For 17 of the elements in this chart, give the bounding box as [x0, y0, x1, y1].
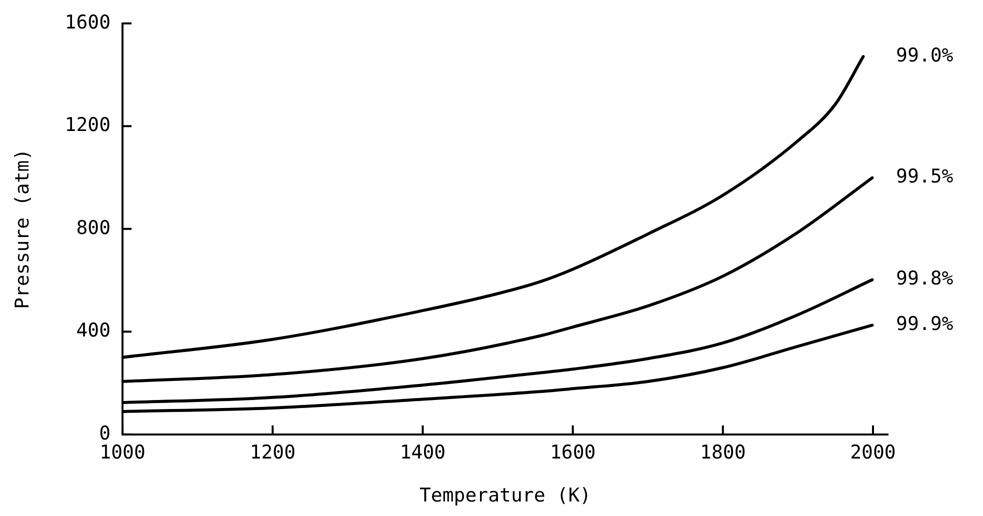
series-label: 99.5% — [896, 166, 954, 188]
y-axis-title: Pressure (atm) — [11, 148, 34, 309]
y-tick-label: 1600 — [64, 11, 111, 34]
x-axis-title: Temperature (K) — [419, 484, 592, 507]
x-tick-label: 2000 — [850, 442, 896, 464]
series-label: 99.8% — [896, 268, 954, 290]
y-tick-label: 400 — [76, 320, 111, 342]
x-tick-label: 1600 — [550, 442, 596, 464]
y-tick-label: 800 — [76, 216, 111, 239]
y-tick-label: 0 — [99, 422, 111, 444]
y-tick-label: 1200 — [64, 114, 111, 136]
x-tick-label: 1200 — [250, 442, 296, 464]
x-tick-label: 1400 — [400, 442, 446, 464]
series-label: 99.0% — [896, 44, 954, 66]
x-tick-label: 1000 — [100, 442, 146, 464]
series-label: 99.9% — [896, 313, 954, 336]
x-tick-label: 1800 — [700, 442, 746, 464]
